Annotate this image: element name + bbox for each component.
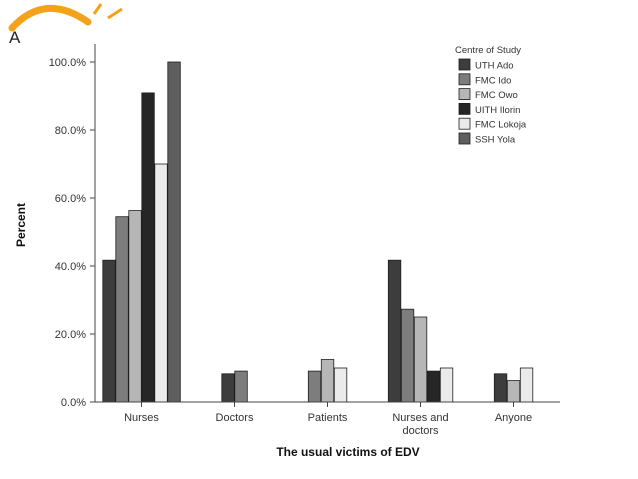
logo-mark (8, 3, 123, 32)
logo-arc-shape (8, 5, 92, 32)
bar (234, 370, 248, 403)
legend-swatch (458, 73, 471, 86)
logo-ray-shape (107, 7, 123, 20)
y-tick-label: 20.0% (55, 329, 86, 341)
y-tick-label: 60.0% (55, 193, 86, 205)
legend-swatch (458, 88, 471, 100)
x-axis-title: The usual victims of EDV (276, 445, 419, 459)
bar (493, 373, 508, 403)
x-tick-label: Patients (308, 412, 348, 424)
y-tick-label: 40.0% (55, 261, 86, 273)
bar (307, 370, 322, 403)
legend-swatch (458, 103, 471, 115)
bar (221, 373, 235, 403)
bar (333, 367, 348, 403)
legend-label: FMC Lokoja (475, 120, 527, 131)
y-axis-title: Percent (14, 203, 28, 247)
bar (102, 259, 116, 403)
bar (141, 92, 155, 403)
bar (426, 370, 441, 403)
bar (387, 259, 402, 403)
bar (320, 359, 335, 403)
bar (167, 61, 181, 403)
legend-label: SSH Yola (475, 135, 516, 146)
legend-label: UITH Ilorin (475, 105, 520, 116)
x-axis: Nurses Doctors Patients Nurses and doctors An… (95, 401, 560, 437)
x-tick-label: Nurses (124, 412, 159, 424)
logo-ray-shape (92, 3, 103, 15)
x-tick-label: Anyone (495, 412, 532, 424)
x-tick-label: Doctors (216, 412, 254, 424)
y-tick-label: 100.0% (49, 57, 87, 69)
legend-title: Centre of Study (455, 45, 521, 56)
y-axis: 0.0% 20.0% 40.0% 60.0% 80.0% 100.0% (49, 44, 96, 409)
legend-swatch (458, 117, 471, 130)
legend: Centre of Study UTH Ado FMC Ido FMC Owo UIT… (455, 45, 527, 146)
bars (102, 61, 534, 403)
panel-label: A (9, 28, 21, 47)
legend-label: UTH Ado (475, 61, 514, 72)
bar (506, 380, 521, 403)
bar (519, 367, 534, 403)
bar (128, 210, 142, 403)
y-tick-label: 0.0% (61, 397, 86, 409)
legend-swatch (458, 132, 471, 145)
legend-label: FMC Ido (475, 75, 511, 86)
bar (154, 163, 168, 403)
bar (413, 316, 428, 403)
legend-swatch (458, 58, 471, 71)
bar (115, 216, 129, 403)
bar (439, 367, 454, 403)
x-tick-label: Nurses and doctors (392, 412, 448, 437)
bar (400, 308, 415, 403)
y-tick-label: 80.0% (55, 125, 86, 137)
legend-label: FMC Owo (475, 90, 518, 101)
